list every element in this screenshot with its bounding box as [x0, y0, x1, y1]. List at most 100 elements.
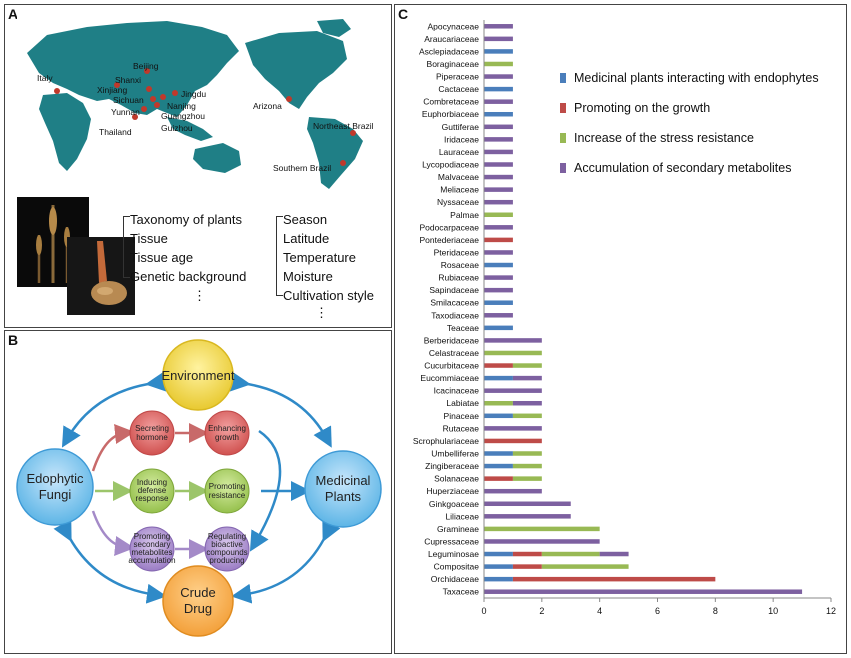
arrow-plants-drug [231, 519, 341, 604]
bar-segment [512, 400, 542, 406]
category-label: Piperaceae [436, 72, 479, 82]
category-labels: Apocynaceae Araucariaceae Asclepiadaceae Bo… [413, 21, 479, 596]
bar-segment [484, 363, 513, 368]
category-label: Teaceae [447, 323, 479, 333]
bar-segment [484, 237, 513, 243]
map-label-xinjiang: Xinjiang [97, 85, 128, 95]
bar-segment [484, 589, 803, 594]
bar-segment [484, 162, 513, 167]
pin-jingdu [172, 90, 178, 96]
secreting-line-2: hormone [136, 433, 168, 442]
bar-segment [484, 250, 513, 255]
legend-item-1: Promoting on the growth [560, 93, 819, 123]
node-fungi-label-1: Edophytic [26, 471, 84, 486]
bar-segment [484, 539, 600, 544]
bar-segment [484, 199, 513, 205]
bar-segment [484, 514, 571, 519]
bar-segment [484, 137, 513, 142]
x-tick-label: 6 [655, 606, 660, 616]
category-label: Labiatae [446, 398, 479, 408]
category-label: Pteridaceae [434, 247, 480, 257]
node-plants: Medicinal Plants [304, 450, 382, 528]
regulating-line-4: producing [209, 556, 244, 565]
legend-swatch-3 [560, 163, 566, 173]
category-label: Berberidaceae [424, 335, 480, 345]
x-tick-label: 2 [539, 606, 544, 616]
bar-segment [512, 576, 716, 582]
category-label: Smilacaceae [430, 298, 479, 308]
panel-b-label: B [8, 332, 19, 348]
bar-segment [512, 564, 542, 569]
map-pins [54, 68, 356, 166]
inducing-line-1: Inducing [137, 478, 167, 487]
x-tick-label: 0 [481, 606, 486, 616]
bar-segment [484, 49, 513, 54]
arrow-fungi-drug [53, 519, 167, 604]
map-label-beijing: Beijing [133, 61, 159, 71]
bar-segment [484, 61, 513, 67]
bar-segment [484, 551, 513, 557]
bar-segment [484, 74, 513, 79]
bar-segment [512, 463, 542, 469]
bar-segment [541, 564, 629, 569]
category-label: Malvaceae [438, 172, 479, 182]
factors-right: Season Latitude Temperature Moisture Cul… [283, 210, 374, 305]
node-fungi-label-2: Fungi [39, 487, 72, 502]
legend-swatch-2 [560, 133, 566, 143]
ellipsis-left: ⋮ [193, 288, 206, 303]
factor-cultivation: Cultivation style [283, 288, 375, 303]
bar-segment [484, 149, 513, 155]
regulating-line-2: bioactive [211, 540, 243, 549]
category-label: Liliaceae [445, 511, 479, 521]
factor-tissue-age: Tissue age [130, 250, 194, 265]
pin-shanxi [146, 86, 152, 92]
category-label: Guttiferae [442, 122, 480, 132]
regulating-line-3: compounds [206, 548, 247, 557]
bar-segment [484, 338, 542, 343]
bar-segment [484, 300, 513, 305]
legend-item-3: Accumulation of secondary metabolites [560, 153, 819, 183]
bar-segment [484, 313, 513, 318]
panel-c: C Apocynaceae Araucariaceae Asclepiadaceae… [394, 4, 847, 654]
category-label: Leguminosae [428, 549, 479, 559]
secreting-line-1: Secreting [135, 424, 169, 433]
node-enhancing-growth: Enhancing growth [204, 410, 250, 456]
bar-segment [484, 24, 513, 29]
category-label: Lycopodiaceae [422, 160, 479, 170]
bar-segment [484, 388, 542, 393]
promoting-sec-line-4: accumulation [128, 556, 175, 565]
map-label-yunnan: Yunnan [111, 107, 140, 117]
map-label-southern-brazil: Southern Brazil [273, 163, 331, 173]
bar-segment [484, 225, 513, 230]
category-label: Meliaceae [440, 185, 479, 195]
bar-segment [484, 451, 513, 456]
factors-bracket-left [123, 216, 130, 278]
map-label-arizona: Arizona [253, 101, 282, 111]
arrow-inner-curve [249, 429, 282, 552]
x-tick-label: 12 [826, 606, 836, 616]
bar-segment [484, 438, 542, 444]
pin-southern-brazil [340, 160, 346, 166]
map-label-sichuan: Sichuan [113, 95, 144, 105]
category-label: Palmae [450, 210, 479, 220]
bar-segment [484, 111, 513, 117]
bar-segment [484, 501, 571, 507]
map-label-guangzhou: Guangzhou [161, 111, 205, 121]
arrow-env-plants [229, 371, 332, 448]
pin-italy [54, 88, 60, 94]
promoting-sec-line-2: secondary [134, 540, 171, 549]
node-environment: Environment [162, 339, 235, 411]
panel-a: A Italy Xinjiang Beijin [4, 4, 392, 328]
map-label-nanjing: Nanjing [167, 101, 196, 111]
regulating-line-1: Regulating [208, 532, 246, 541]
bar-segment [512, 451, 542, 456]
category-label: Boraginaceae [427, 59, 480, 69]
map-label-thailand: Thailand [99, 127, 132, 137]
category-label: Sapindaceae [429, 285, 479, 295]
bar-segment [484, 174, 513, 180]
legend-label-3: Accumulation of secondary metabolites [574, 161, 792, 175]
arrow-fungi-promoting-sec [91, 510, 135, 556]
factor-tissue: Tissue [130, 231, 168, 246]
node-plants-label-1: Medicinal [316, 473, 371, 488]
bar-segment [484, 463, 513, 469]
